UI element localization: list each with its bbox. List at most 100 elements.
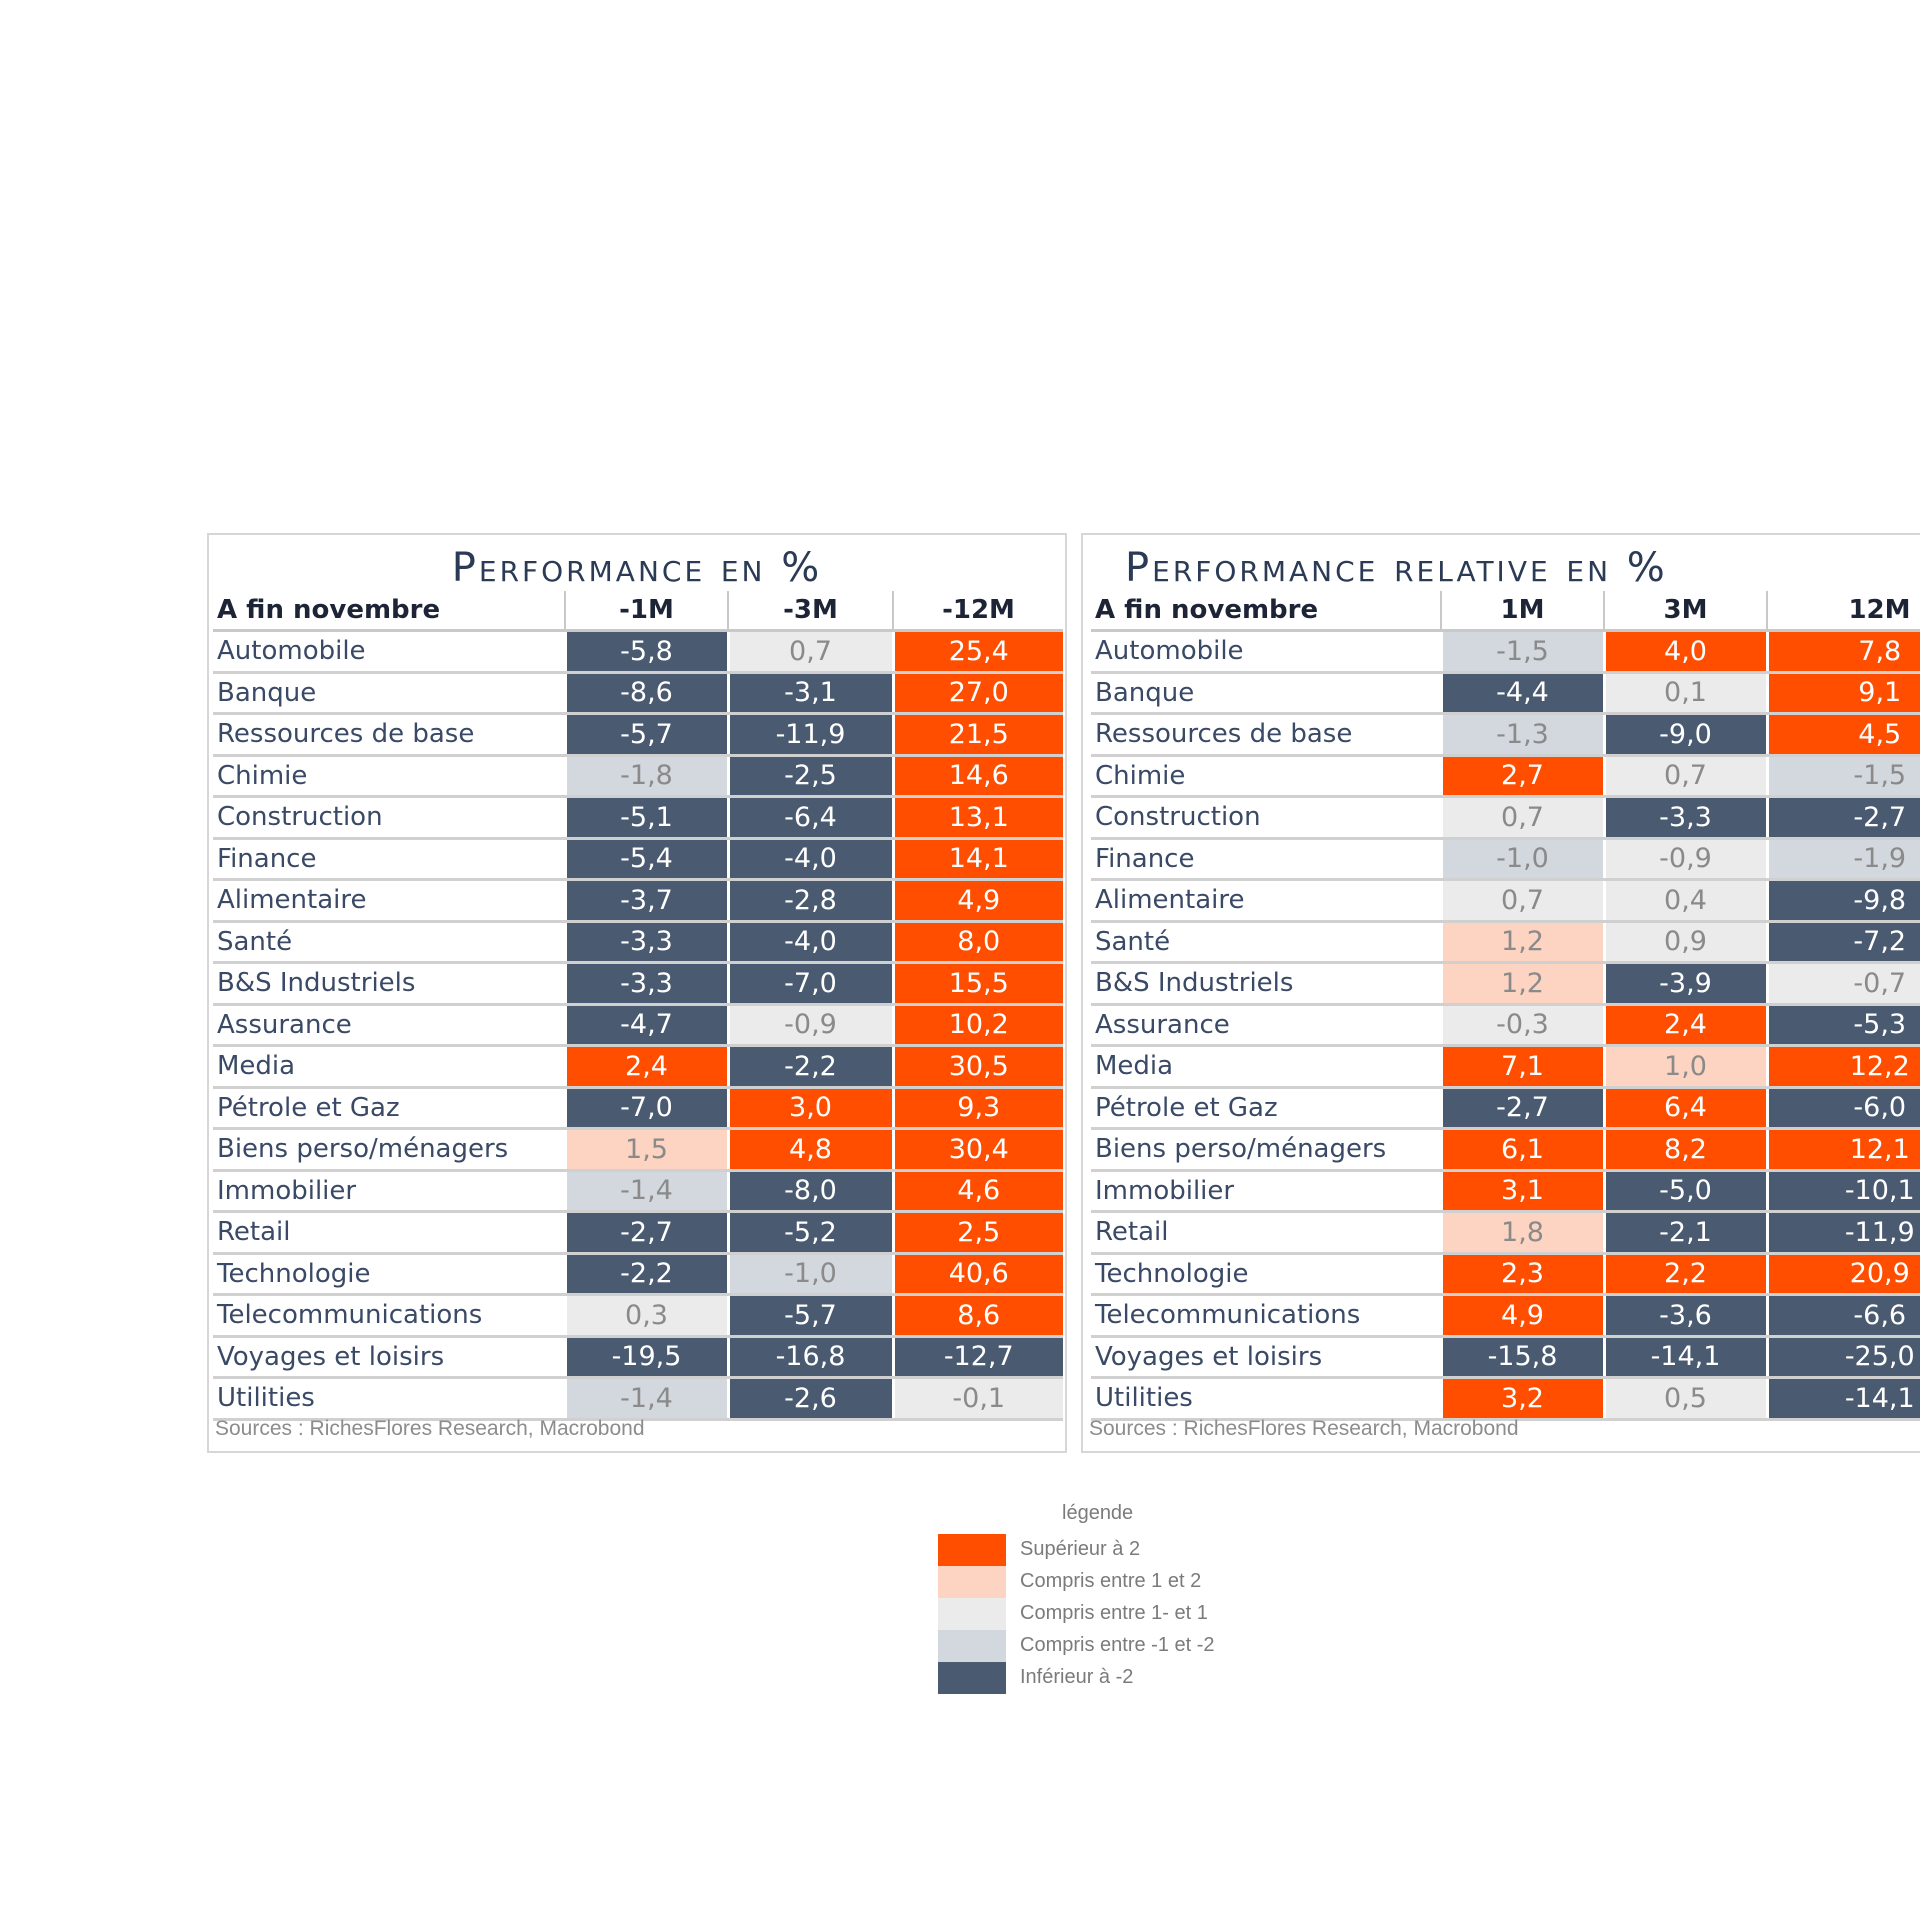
value-cell: 12,1 [1765, 1128, 1920, 1172]
sector-label: Pétrole et Gaz [213, 1087, 565, 1130]
legend-item: Compris entre 1 et 2 [938, 1566, 1338, 1598]
value-cell: -7,2 [1765, 921, 1920, 964]
value-cell: 6,4 [1602, 1087, 1767, 1130]
column-header: -1M [564, 591, 728, 632]
sector-label: Media [1091, 1045, 1441, 1089]
value-cell: 4,8 [726, 1128, 893, 1172]
sector-label: Retail [1091, 1211, 1441, 1255]
table-row: Immobilier 3,1 -5,0 -10,1 [1091, 1170, 1920, 1213]
value-cell: -6,6 [1765, 1294, 1920, 1338]
value-cell: 3,0 [726, 1087, 893, 1130]
value-cell: -1,9 [1765, 838, 1920, 881]
value-cell: -0,9 [1602, 838, 1767, 881]
sector-label: Alimentaire [213, 879, 565, 923]
sector-label: Finance [1091, 838, 1441, 881]
value-cell: -7,0 [563, 1087, 728, 1130]
value-cell: 0,7 [1439, 796, 1604, 840]
value-cell: 30,5 [891, 1045, 1063, 1089]
value-cell: 13,1 [891, 796, 1063, 840]
sector-label: Assurance [213, 1004, 565, 1047]
value-cell: 8,0 [891, 921, 1063, 964]
column-header: 12M [1766, 591, 1920, 632]
value-cell: 2,4 [563, 1045, 728, 1089]
sector-label: Banque [1091, 672, 1441, 715]
value-cell: 14,1 [891, 838, 1063, 881]
sector-label: Assurance [1091, 1004, 1441, 1047]
value-cell: -4,4 [1439, 672, 1604, 715]
relative-performance-table-panel: Performance relative en % A fin novembre… [1081, 533, 1920, 1453]
sector-label: Construction [213, 796, 565, 840]
value-cell: -0,1 [891, 1377, 1063, 1421]
legend-label: Compris entre 1 et 2 [1020, 1570, 1202, 1592]
value-cell: -5,0 [1602, 1170, 1767, 1213]
table-row: B&S Industriels 1,2 -3,9 -0,7 [1091, 962, 1920, 1006]
value-cell: 40,6 [891, 1253, 1063, 1296]
value-cell: -3,6 [1602, 1294, 1767, 1338]
sector-label: Chimie [1091, 755, 1441, 798]
sector-label: Technologie [213, 1253, 565, 1296]
value-cell: -6,0 [1765, 1087, 1920, 1130]
table-row: Assurance -4,7 -0,9 10,2 [213, 1004, 1063, 1047]
sector-label: Banque [213, 672, 565, 715]
value-cell: 2,4 [1602, 1004, 1767, 1047]
table-row: Media 2,4 -2,2 30,5 [213, 1045, 1063, 1089]
sector-label: Finance [213, 838, 565, 881]
performance-table-body: Automobile -5,8 0,7 25,4 Banque -8,6 -3,1 27,0 R… [213, 630, 1063, 1421]
table-row: Technologie -2,2 -1,0 40,6 [213, 1253, 1063, 1296]
sector-label: Automobile [1091, 630, 1441, 674]
table-row: Finance -5,4 -4,0 14,1 [213, 838, 1063, 881]
legend-swatch [938, 1534, 1006, 1566]
legend-swatch [938, 1662, 1006, 1694]
table-row: Biens perso/ménagers 1,5 4,8 30,4 [213, 1128, 1063, 1172]
table-row: Santé -3,3 -4,0 8,0 [213, 921, 1063, 964]
value-cell: 30,4 [891, 1128, 1063, 1172]
sector-label: Ressources de base [213, 713, 565, 757]
row-header: A fin novembre [213, 591, 565, 632]
legend-swatch [938, 1598, 1006, 1630]
value-cell: -4,0 [726, 838, 893, 881]
sector-label: Telecommunications [213, 1294, 565, 1338]
table-row: Ressources de base -5,7 -11,9 21,5 [213, 713, 1063, 757]
value-cell: 4,5 [1765, 713, 1920, 757]
value-cell: -5,8 [563, 630, 728, 674]
value-cell: -2,1 [1602, 1211, 1767, 1255]
relative-performance-title: Performance relative en % [1125, 545, 1668, 591]
value-cell: -5,1 [563, 796, 728, 840]
sector-label: Utilities [213, 1377, 565, 1421]
value-cell: -8,0 [726, 1170, 893, 1213]
value-cell: -0,9 [726, 1004, 893, 1047]
value-cell: -2,2 [726, 1045, 893, 1089]
column-header: 3M [1603, 591, 1767, 632]
value-cell: 27,0 [891, 672, 1063, 715]
value-cell: -3,7 [563, 879, 728, 923]
legend-item: Supérieur à 2 [938, 1534, 1338, 1566]
table-row: Santé 1,2 0,9 -7,2 [1091, 921, 1920, 964]
value-cell: 0,7 [726, 630, 893, 674]
value-cell: -25,0 [1765, 1336, 1920, 1379]
value-cell: 0,7 [1439, 879, 1604, 923]
value-cell: 7,1 [1439, 1045, 1604, 1089]
value-cell: 0,1 [1602, 672, 1767, 715]
legend-swatch [938, 1566, 1006, 1598]
value-cell: 0,5 [1602, 1377, 1767, 1421]
table-row: Utilities -1,4 -2,6 -0,1 [213, 1377, 1063, 1421]
sector-label: Chimie [213, 755, 565, 798]
value-cell: 1,0 [1602, 1045, 1767, 1089]
table-row: Retail -2,7 -5,2 2,5 [213, 1211, 1063, 1255]
sector-label: Technologie [1091, 1253, 1441, 1296]
sector-label: Automobile [213, 630, 565, 674]
legend-item: Compris entre -1 et -2 [938, 1630, 1338, 1662]
table-row: Chimie 2,7 0,7 -1,5 [1091, 755, 1920, 798]
sector-label: Voyages et loisirs [213, 1336, 565, 1379]
value-cell: -12,7 [891, 1336, 1063, 1379]
legend-item: Compris entre 1- et 1 [938, 1598, 1338, 1630]
value-cell: -2,7 [1765, 796, 1920, 840]
table-row: Voyages et loisirs -15,8 -14,1 -25,0 [1091, 1336, 1920, 1379]
table-row: Voyages et loisirs -19,5 -16,8 -12,7 [213, 1336, 1063, 1379]
value-cell: 1,8 [1439, 1211, 1604, 1255]
value-cell: -0,7 [1765, 962, 1920, 1006]
value-cell: 9,3 [891, 1087, 1063, 1130]
table-row: Biens perso/ménagers 6,1 8,2 12,1 [1091, 1128, 1920, 1172]
value-cell: -11,9 [1765, 1211, 1920, 1255]
value-cell: -9,0 [1602, 713, 1767, 757]
